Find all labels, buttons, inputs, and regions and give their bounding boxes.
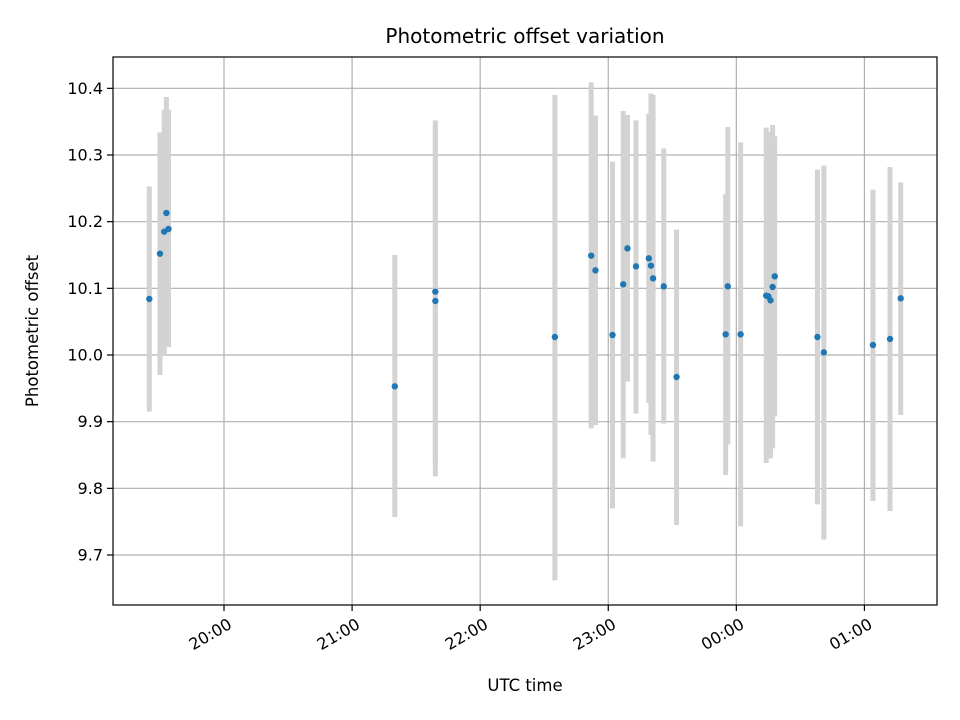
data-point bbox=[737, 331, 744, 338]
data-point bbox=[619, 281, 627, 288]
data-point bbox=[156, 250, 164, 257]
y-tick-label: 10.2 bbox=[67, 212, 103, 231]
y-tick-label: 10.1 bbox=[67, 279, 103, 298]
data-point bbox=[769, 283, 776, 291]
plot-frame bbox=[112, 56, 938, 606]
data-point bbox=[869, 341, 877, 349]
y-tick-label: 10.3 bbox=[67, 146, 103, 165]
y-axis-label: Photometric offset bbox=[23, 254, 42, 407]
data-points bbox=[146, 209, 904, 390]
data-point bbox=[391, 383, 398, 390]
data-point bbox=[886, 335, 894, 343]
data-point bbox=[645, 255, 653, 262]
data-point bbox=[163, 209, 170, 217]
data-point bbox=[146, 295, 153, 303]
data-point bbox=[673, 373, 680, 381]
x-axis-label: UTC time bbox=[487, 676, 562, 695]
data-point bbox=[722, 331, 729, 338]
data-point bbox=[587, 252, 595, 259]
data-point bbox=[165, 225, 172, 233]
y-tick-label: 9.7 bbox=[78, 546, 103, 565]
y-axis-ticks: 9.7 9.8 9.9 10.0 10.1 10.2 10.3 10.4 bbox=[67, 79, 113, 565]
data-point bbox=[724, 283, 731, 290]
data-point bbox=[771, 273, 778, 280]
data-point bbox=[820, 349, 828, 356]
data-point bbox=[660, 283, 667, 290]
data-point bbox=[624, 245, 631, 252]
data-point bbox=[632, 263, 640, 270]
data-point bbox=[551, 333, 559, 341]
chart-title: Photometric offset variation bbox=[385, 24, 664, 48]
data-point bbox=[897, 295, 904, 302]
y-tick-label: 10.4 bbox=[67, 79, 103, 98]
y-tick-label: 9.8 bbox=[78, 479, 103, 498]
data-point bbox=[649, 275, 657, 282]
data-point bbox=[592, 267, 599, 274]
data-point bbox=[814, 333, 821, 341]
data-point bbox=[609, 331, 616, 339]
data-point bbox=[767, 297, 774, 304]
data-point bbox=[432, 288, 439, 295]
y-tick-label: 9.9 bbox=[78, 412, 103, 431]
data-point bbox=[432, 297, 439, 305]
grid bbox=[113, 57, 937, 605]
data-point bbox=[647, 262, 655, 269]
y-tick-label: 10.0 bbox=[67, 346, 103, 365]
